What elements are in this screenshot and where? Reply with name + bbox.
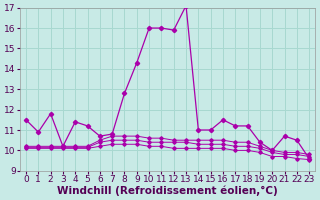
X-axis label: Windchill (Refroidissement éolien,°C): Windchill (Refroidissement éolien,°C) (57, 185, 278, 196)
